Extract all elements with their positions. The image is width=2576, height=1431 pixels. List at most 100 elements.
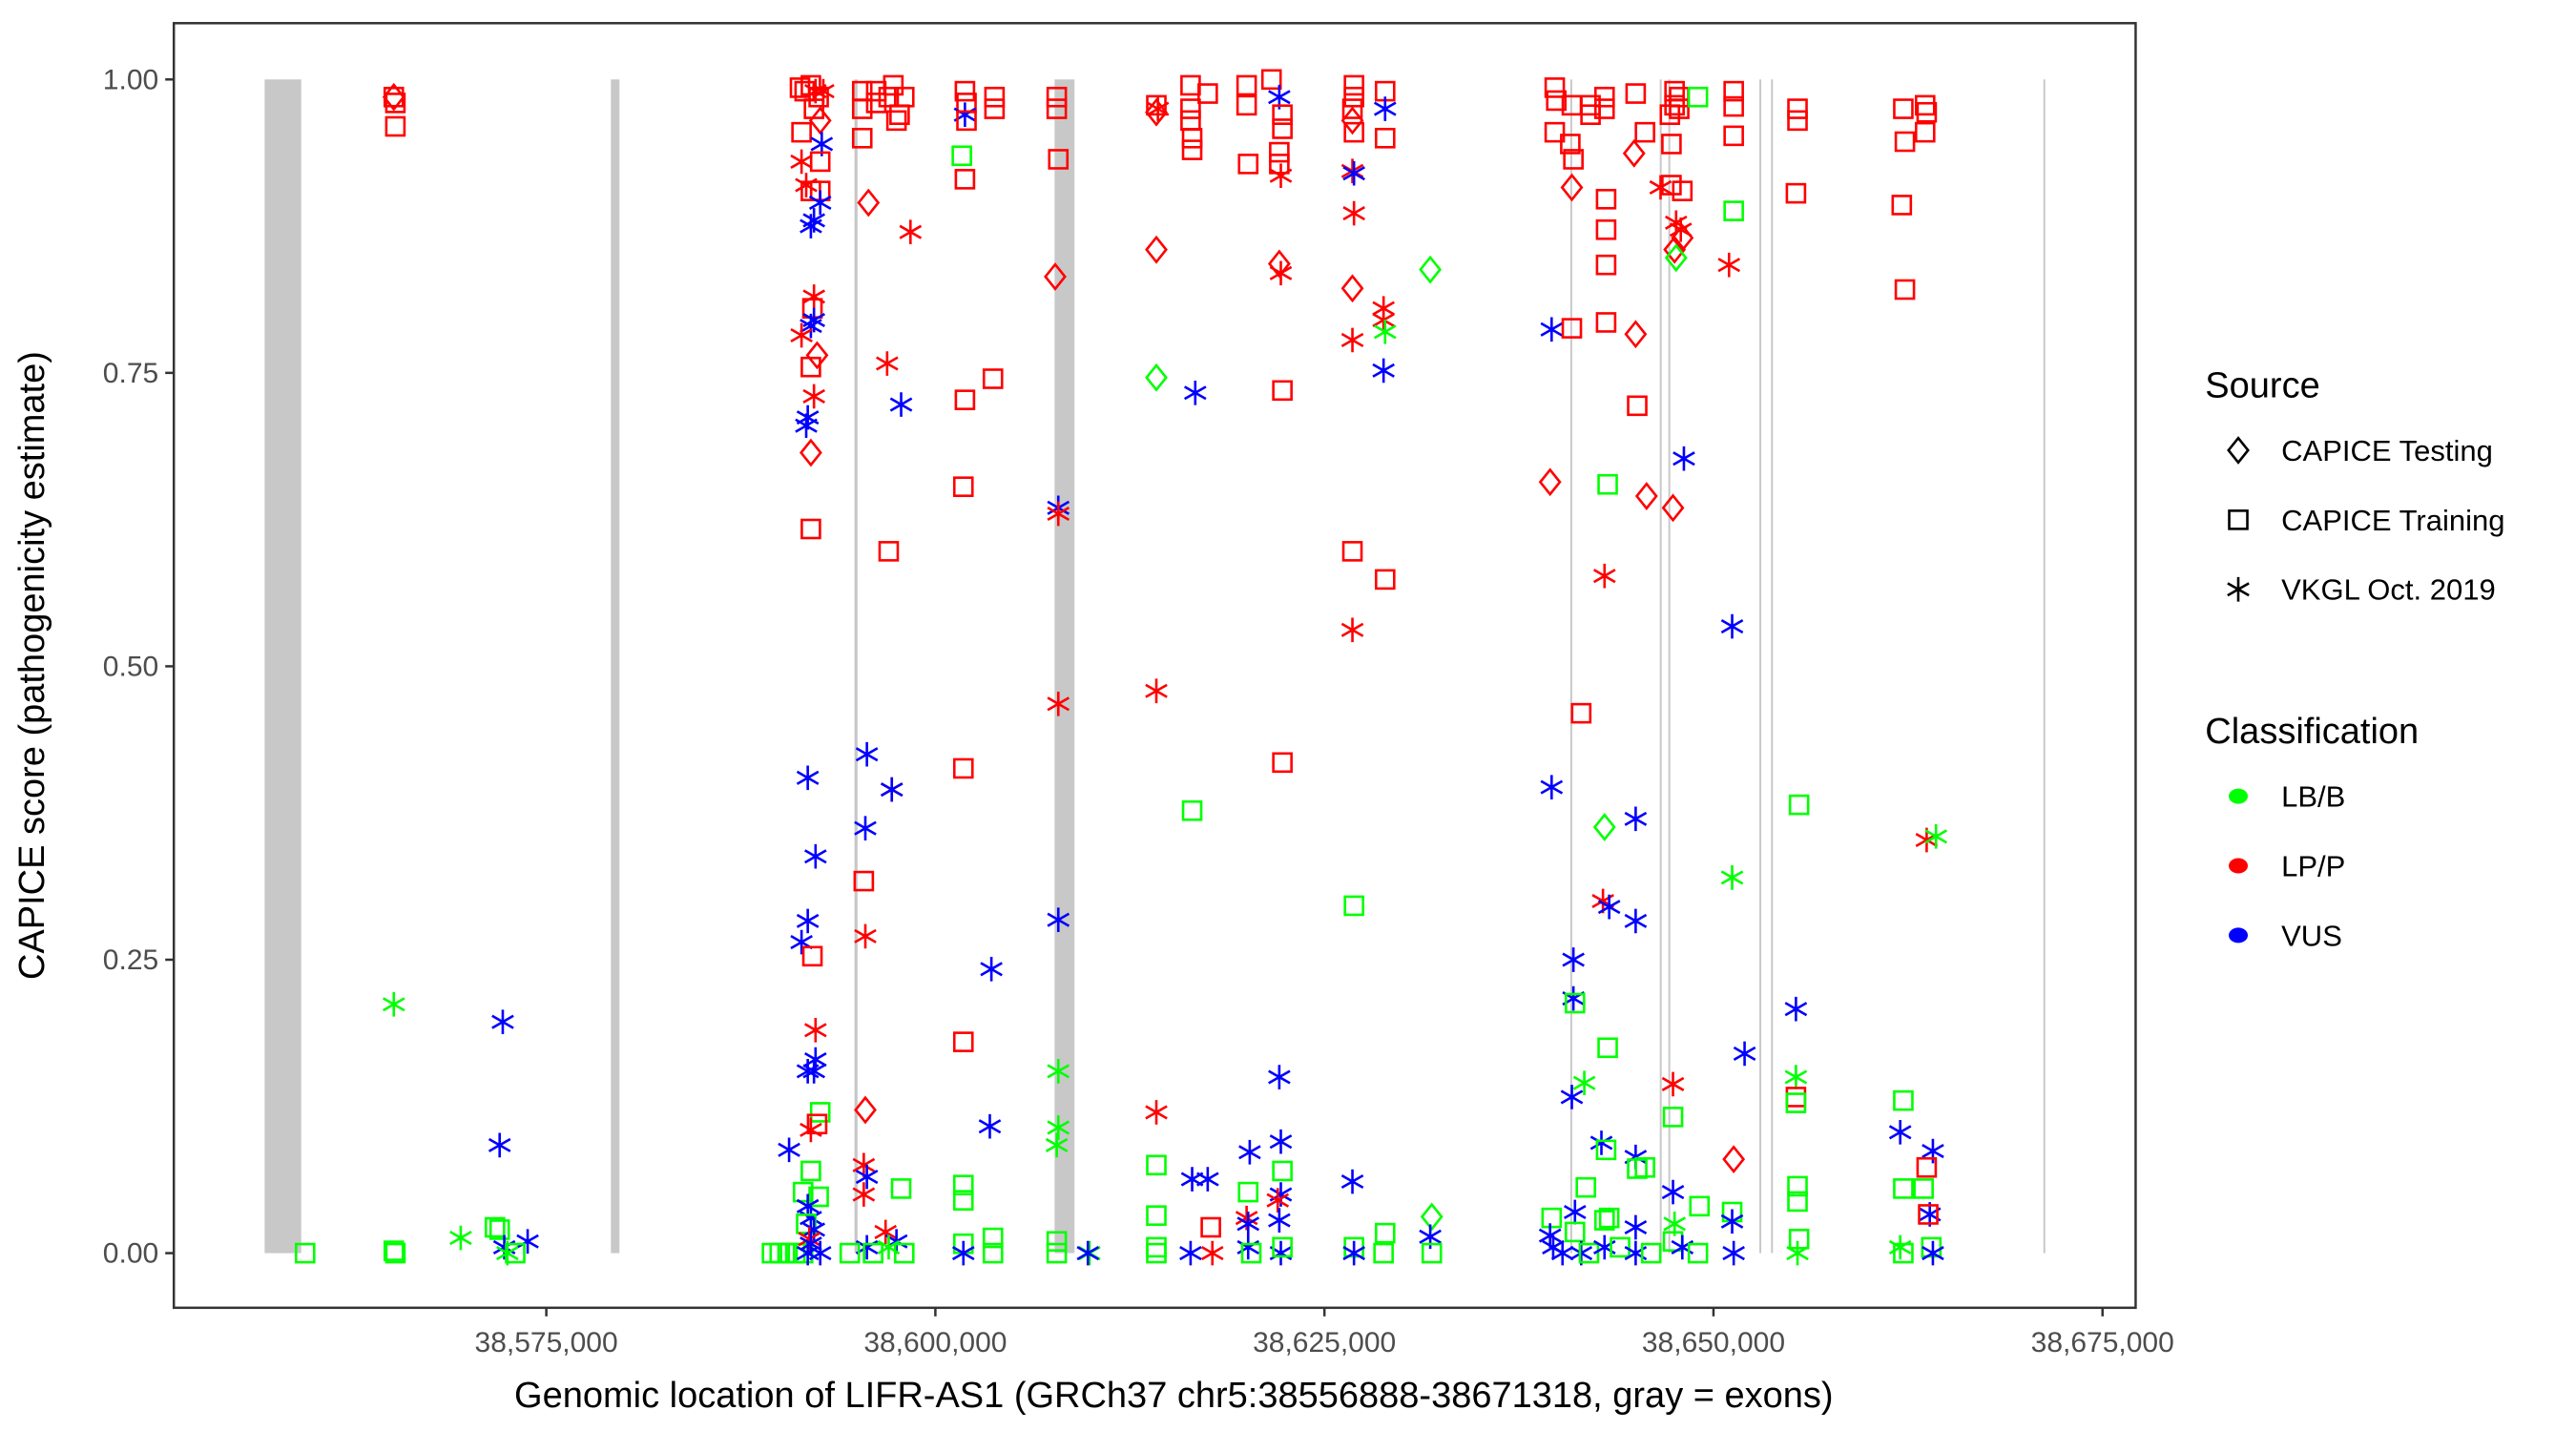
- data-point: [1047, 501, 1070, 527]
- data-point: [1544, 121, 1566, 143]
- data-point: [1046, 86, 1068, 108]
- data-point: [1563, 149, 1584, 170]
- data-point: [1146, 1205, 1167, 1226]
- data-point: [1342, 160, 1365, 186]
- data-point: [802, 384, 825, 409]
- data-point: [809, 1102, 831, 1123]
- data-point: [1340, 327, 1364, 353]
- data-point: [854, 816, 877, 841]
- data-point: [1267, 249, 1291, 279]
- exon-band: [264, 79, 301, 1254]
- data-point: [1575, 1176, 1597, 1198]
- data-point: [952, 757, 974, 779]
- data-point: [1733, 1041, 1756, 1067]
- data-point: [1373, 319, 1397, 344]
- data-point: [800, 518, 821, 540]
- data-point: [899, 219, 923, 245]
- data-point: [1145, 678, 1168, 704]
- y-axis: 0.00 0.25 0.50 0.75 1.00: [103, 64, 175, 1270]
- data-point: [952, 1190, 974, 1211]
- data-point: [488, 1219, 510, 1240]
- data-point: [1272, 118, 1293, 139]
- data-point: [1661, 1179, 1685, 1205]
- data-point: [1047, 1059, 1070, 1084]
- data-point: [952, 1174, 974, 1196]
- data-point: [796, 1059, 820, 1084]
- data-point: [1372, 358, 1395, 384]
- data-point: [878, 541, 900, 562]
- data-point: [1580, 104, 1601, 125]
- data-point: [1236, 1211, 1260, 1236]
- legend-label-classification: LP/P: [2281, 850, 2345, 883]
- data-point: [1374, 128, 1396, 149]
- data-point: [1560, 134, 1581, 155]
- data-point: [1340, 1169, 1364, 1194]
- data-point: [798, 1226, 821, 1252]
- data-point: [1047, 907, 1070, 932]
- data-point: [1045, 1132, 1069, 1158]
- data-point: [1784, 1065, 1808, 1089]
- data-point: [1373, 96, 1397, 121]
- legend-title-source: Source: [2205, 365, 2319, 405]
- data-point: [799, 438, 822, 467]
- data-point: [1420, 1202, 1444, 1232]
- data-point: [1893, 1089, 1914, 1111]
- data-point: [1914, 94, 1936, 116]
- data-point: [1145, 235, 1168, 264]
- data-point: [1200, 1216, 1221, 1238]
- data-point: [1625, 83, 1647, 104]
- data-point: [1197, 83, 1218, 104]
- data-point: [1272, 1160, 1293, 1182]
- data-point: [1236, 94, 1257, 116]
- data-point: [1661, 1071, 1685, 1097]
- data-point: [1046, 98, 1068, 119]
- data-point: [1146, 1154, 1167, 1176]
- data-point: [516, 1229, 539, 1255]
- data-point: [1269, 1129, 1293, 1154]
- y-tick-label: 0.25: [103, 944, 158, 976]
- data-point: [1722, 1145, 1746, 1174]
- data-point: [1891, 195, 1913, 216]
- data-point: [1578, 1242, 1600, 1264]
- data-point: [1595, 312, 1617, 333]
- data-point: [1785, 182, 1807, 204]
- data-point: [1597, 1037, 1618, 1059]
- data-point: [951, 1240, 975, 1266]
- data-point: [791, 121, 812, 143]
- data-point: [1272, 380, 1293, 402]
- data-point: [1913, 1178, 1934, 1199]
- data-point: [1343, 895, 1364, 917]
- data-point: [851, 128, 873, 149]
- legend-swatch-lp-p: [2229, 858, 2249, 874]
- data-point: [982, 1227, 1004, 1249]
- data-point: [1544, 77, 1566, 98]
- data-point: [802, 1217, 825, 1242]
- y-axis-title: CAPICE score (pathogenicity estimate): [12, 351, 52, 980]
- data-point: [1343, 74, 1364, 96]
- data-point: [1047, 1115, 1070, 1140]
- x-tick-label: 38,575,000: [475, 1327, 618, 1358]
- data-point: [1723, 125, 1744, 147]
- data-point: [800, 1160, 821, 1182]
- data-point: [1687, 1242, 1709, 1264]
- data-point: [1374, 1222, 1396, 1244]
- data-point: [951, 145, 972, 167]
- data-point: [1179, 1240, 1202, 1266]
- data-point: [1048, 149, 1070, 170]
- data-point: [1788, 794, 1810, 816]
- data-point: [1342, 1240, 1365, 1266]
- data-point: [1627, 395, 1648, 417]
- data-point: [1181, 799, 1203, 821]
- data-point: [1916, 101, 1938, 123]
- data-point: [1593, 86, 1615, 108]
- data-point: [1595, 1139, 1617, 1161]
- data-point: [984, 98, 1006, 119]
- data-point: [384, 115, 406, 137]
- data-point: [796, 1240, 820, 1266]
- data-point: [1786, 1240, 1809, 1266]
- data-point: [1343, 121, 1364, 143]
- legend-swatch-lb-b: [2229, 788, 2249, 804]
- data-point: [876, 351, 899, 376]
